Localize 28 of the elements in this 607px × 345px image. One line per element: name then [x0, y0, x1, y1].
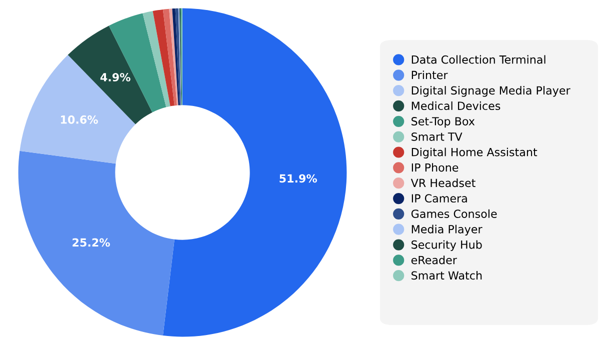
- donut-slice: [175, 8, 181, 106]
- donut-slice: [172, 8, 180, 106]
- legend-label: eReader: [411, 256, 457, 264]
- data-label: 10.6%: [61, 115, 98, 124]
- legend-label: Smart TV: [412, 132, 462, 141]
- legend-label: Security Hub: [412, 240, 482, 251]
- legend-label: Digital Signage Media Player: [412, 86, 570, 97]
- legend-label: IP Camera: [412, 194, 467, 203]
- legend-label: Printer: [412, 70, 448, 80]
- legend-label: Medical Devices: [412, 101, 500, 110]
- donut-slice: [142, 11, 170, 108]
- legend-label: Games Console: [411, 209, 497, 218]
- donut-slice: [152, 9, 174, 106]
- legend-label: Set-Top Box: [412, 117, 475, 128]
- donut-slice: [169, 8, 178, 106]
- legend-label: Digital Home Assistant: [412, 148, 538, 158]
- donut-slice: [162, 8, 347, 337]
- data-label: 25.2%: [72, 238, 110, 247]
- legend-label: VR Headset: [410, 178, 476, 188]
- data-label: 51.9%: [280, 174, 317, 183]
- legend-label: IP Phone: [412, 163, 458, 172]
- legend-label: Smart Watch: [412, 271, 482, 280]
- legend-label: Data Collection Terminal: [412, 55, 546, 64]
- donut-slice: [20, 54, 136, 164]
- data-label: 4.9%: [100, 73, 130, 82]
- donut-slice: [162, 8, 178, 106]
- donut-slice: [18, 150, 174, 336]
- legend-label: Media Player: [412, 224, 482, 236]
